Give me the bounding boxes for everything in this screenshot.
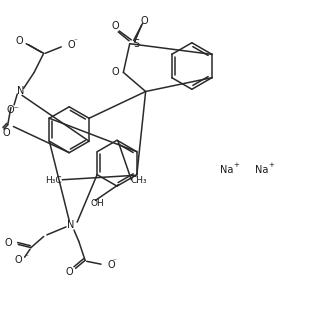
Text: Na: Na	[255, 164, 269, 174]
Text: O⁻: O⁻	[6, 105, 19, 115]
Text: ⁻: ⁻	[113, 257, 117, 266]
Text: O: O	[112, 21, 119, 31]
Text: N: N	[17, 86, 24, 97]
Text: H₃C: H₃C	[45, 176, 61, 185]
Text: O: O	[65, 267, 73, 276]
Text: O: O	[68, 40, 75, 50]
Text: O: O	[140, 16, 148, 27]
Text: O: O	[2, 128, 10, 138]
Text: O: O	[14, 255, 22, 265]
Text: OH: OH	[91, 198, 105, 207]
Text: Na: Na	[220, 164, 234, 174]
Text: ⁻: ⁻	[73, 37, 77, 46]
Text: N: N	[67, 220, 75, 230]
Text: S: S	[134, 39, 140, 49]
Text: O: O	[16, 36, 24, 46]
Text: ⁻: ⁻	[24, 253, 28, 262]
Text: +: +	[268, 162, 275, 168]
Text: CH₃: CH₃	[131, 176, 148, 185]
Text: +: +	[234, 162, 239, 168]
Text: O: O	[112, 68, 119, 77]
Text: O: O	[108, 260, 115, 270]
Text: O: O	[4, 238, 12, 248]
